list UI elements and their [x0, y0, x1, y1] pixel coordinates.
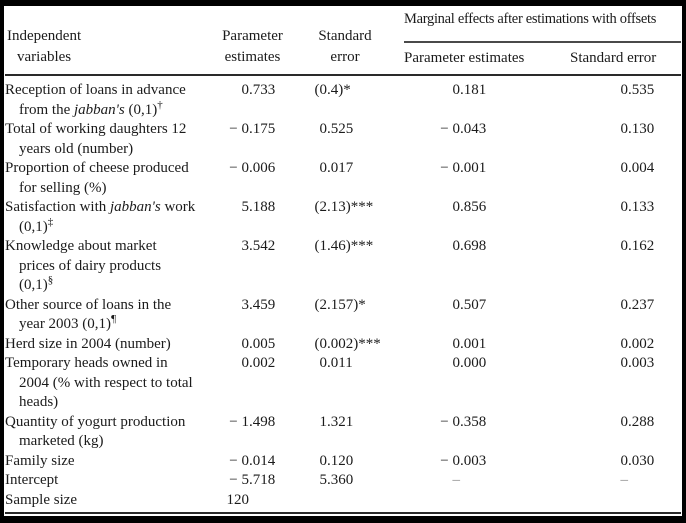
table-row: Other source of loans in the year 2003 (0… — [5, 296, 681, 335]
table-row: Intercept − 5.718 5.360 – – — [5, 471, 681, 491]
table-row: Knowledge about market prices of dairy pr… — [5, 237, 681, 296]
cell-standard-error: (2.157)* — [314, 296, 366, 313]
cell-marginal-parameter-estimate: 0.698 — [452, 238, 487, 254]
results-table: Reception of loans in advance from the ja… — [5, 76, 681, 510]
table-row: Herd size in 2004 (number) 0.005 (0.002)**… — [5, 335, 681, 355]
cell-marginal-parameter-estimate: − 0.043 — [440, 121, 487, 137]
cell-standard-error: 0.011 — [319, 355, 353, 371]
cell-standard-error: 0.120 — [319, 452, 354, 469]
cell-marginal-standard-error: 0.030 — [620, 452, 655, 469]
header-line: Independent — [7, 28, 82, 44]
table-header: Independent variables Parameter estimate… — [5, 6, 681, 76]
cell-marginal-parameter-estimate: 0.000 — [452, 355, 487, 371]
col-header-marginal-parameter-estimates: Parameter estimates — [404, 50, 525, 66]
cell-marginal-parameter-estimate: − 0.001 — [440, 160, 487, 176]
cell-marginal-standard-error: 0.535 — [620, 82, 655, 98]
col-header-parameter-estimates: Parameter estimates — [200, 26, 305, 68]
table-row: Family size − 0.014 0.120 − 0.003 0.030 — [5, 452, 681, 472]
table-row: Temporary heads owned in 2004 (% with res… — [5, 354, 681, 413]
cell-standard-error: 0.525 — [319, 121, 354, 137]
col-header-marginal-effects-spanner: Marginal effects after estimations with … — [404, 6, 681, 43]
header-line: estimates — [224, 49, 281, 65]
header-line: variables — [17, 49, 72, 65]
table-row: Sample size 120 — [5, 491, 681, 511]
cell-parameter-estimate: 5.188 — [241, 199, 276, 215]
cell-marginal-standard-error: 0.004 — [620, 160, 655, 176]
cell-marginal-parameter-estimate: − 0.358 — [440, 413, 487, 430]
cell-variable-label: Knowledge about market prices of dairy pr… — [5, 238, 162, 293]
cell-standard-error: (2.13)*** — [314, 199, 374, 215]
cell-marginal-standard-error — [480, 491, 681, 511]
table-area: Independent variables Parameter estimate… — [5, 6, 681, 514]
results-table-body: Reception of loans in advance from the ja… — [5, 76, 681, 510]
table-row: Satisfaction with jabban's work (0,1)‡ 5.1… — [5, 198, 681, 237]
table-row: Reception of loans in advance from the ja… — [5, 76, 681, 120]
header-line: Standard — [318, 28, 372, 44]
cell-standard-error: 1.321 — [319, 413, 354, 430]
cell-variable-label: Proportion of cheese produced for selling… — [5, 160, 189, 196]
cell-marginal-standard-error: 0.002 — [620, 335, 655, 352]
cell-standard-error: (0.002)*** — [314, 335, 381, 352]
cell-marginal-standard-error: 0.133 — [620, 199, 655, 215]
cell-parameter-estimate: 120 — [226, 491, 250, 508]
cell-standard-error: (1.46)*** — [314, 238, 374, 254]
cell-standard-error — [265, 491, 350, 511]
cell-marginal-standard-error: 0.162 — [620, 238, 655, 254]
cell-marginal-standard-error: 0.237 — [620, 296, 655, 313]
cell-parameter-estimate: 0.005 — [241, 335, 276, 352]
table-row: Proportion of cheese produced for selling… — [5, 159, 681, 198]
header-line: Parameter — [222, 28, 283, 44]
cell-parameter-estimate: 0.733 — [241, 82, 276, 98]
cell-variable-label: Total of working daughters 12 years old (… — [5, 121, 187, 157]
cell-variable-label: Sample size — [5, 491, 78, 508]
cell-marginal-standard-error: 0.288 — [620, 413, 655, 430]
cell-marginal-parameter-estimate: 0.181 — [452, 82, 487, 98]
cell-parameter-estimate: − 1.498 — [229, 413, 276, 430]
cell-marginal-standard-error: – — [620, 472, 629, 488]
cell-variable-label: Quantity of yogurt production marketed (k… — [5, 413, 186, 450]
cell-standard-error: (0.4)* — [314, 82, 351, 98]
cell-variable-label: Family size — [5, 452, 75, 469]
col-header-standard-error: Standard error — [300, 26, 390, 68]
cell-parameter-estimate: − 0.175 — [229, 121, 276, 137]
cell-variable-label: Intercept — [5, 472, 59, 488]
cell-marginal-standard-error: 0.003 — [620, 355, 655, 371]
cell-marginal-parameter-estimate — [350, 491, 480, 511]
cell-variable-label: Reception of loans in advance from the ja… — [5, 82, 186, 118]
cell-parameter-estimate: 0.002 — [241, 355, 276, 371]
table-row: Quantity of yogurt production marketed (k… — [5, 413, 681, 452]
cell-marginal-parameter-estimate: – — [452, 472, 461, 488]
cell-parameter-estimate: − 0.006 — [229, 160, 276, 176]
cell-variable-label: Temporary heads owned in 2004 (% with res… — [5, 355, 193, 410]
cell-variable-label: Herd size in 2004 (number) — [5, 335, 171, 352]
cell-parameter-estimate: − 5.718 — [229, 472, 276, 488]
col-header-independent-variables: Independent variables — [7, 26, 81, 68]
cell-variable-label: Satisfaction with jabban's work (0,1)‡ — [5, 199, 196, 235]
header-line: error — [330, 49, 360, 65]
table-row: Total of working daughters 12 years old (… — [5, 120, 681, 159]
cell-marginal-parameter-estimate: 0.001 — [452, 335, 487, 352]
cell-variable-label: Other source of loans in the year 2003 (0… — [5, 296, 172, 333]
cell-standard-error: 0.017 — [319, 160, 354, 176]
col-header-marginal-standard-error: Standard error — [570, 50, 657, 66]
cell-parameter-estimate: 3.542 — [241, 238, 276, 254]
cell-marginal-parameter-estimate: − 0.003 — [440, 452, 487, 469]
cell-parameter-estimate: − 0.014 — [229, 452, 276, 469]
cell-parameter-estimate: 3.459 — [241, 296, 276, 313]
cell-marginal-parameter-estimate: 0.507 — [452, 296, 487, 313]
cell-marginal-parameter-estimate: 0.856 — [452, 199, 487, 215]
cell-standard-error: 5.360 — [319, 472, 354, 488]
cell-marginal-standard-error: 0.130 — [620, 121, 655, 137]
